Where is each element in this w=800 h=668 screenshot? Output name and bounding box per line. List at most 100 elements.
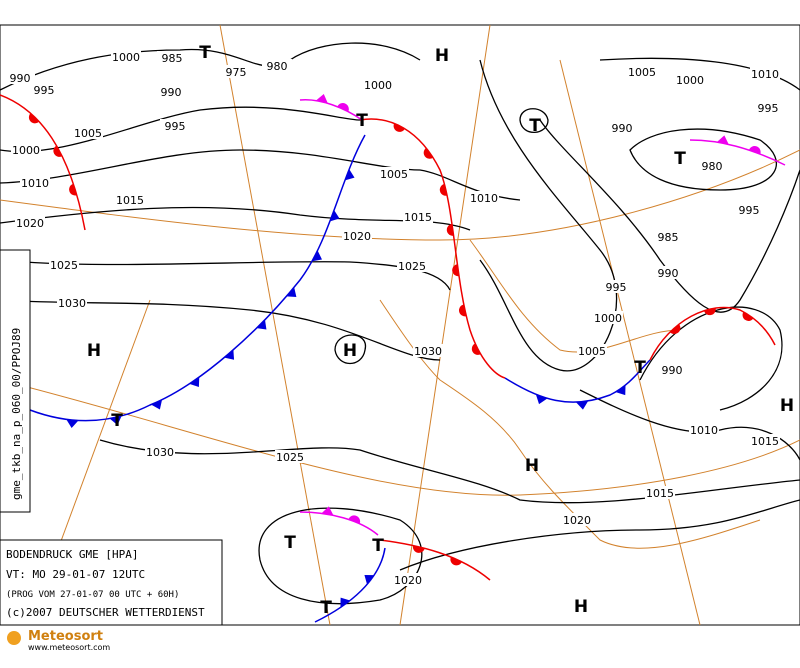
label-background	[275, 450, 305, 463]
isobar-label: 995	[739, 204, 760, 217]
warm-symbol	[69, 183, 77, 196]
front-symbol	[615, 385, 626, 396]
front-symbol	[439, 183, 448, 196]
label-background	[689, 423, 719, 436]
isobar-label: 980	[267, 60, 288, 73]
front-symbol	[423, 147, 434, 159]
front-symbol	[576, 401, 589, 410]
meridian	[399, 24, 491, 626]
warm-symbol	[459, 304, 467, 317]
isobar-label: 1005	[380, 168, 408, 181]
cold-symbol	[364, 574, 375, 585]
isobar-label: 990	[662, 364, 683, 377]
front-symbol	[28, 113, 40, 124]
map-frame	[0, 24, 800, 626]
occluded-symbol	[716, 135, 729, 145]
front-symbol	[151, 399, 163, 410]
isobar-label: 1005	[578, 345, 606, 358]
isobar-label: 1000	[112, 51, 140, 64]
parallel	[0, 149, 800, 241]
isobar-label: 1025	[398, 260, 426, 273]
cold-symbol	[615, 385, 626, 396]
coastline	[379, 299, 761, 549]
isobar	[258, 507, 423, 605]
isobar-label: 1010	[690, 424, 718, 437]
isobar-label: 1030	[146, 446, 174, 459]
isobar-label: 985	[162, 52, 183, 65]
front-symbol	[69, 183, 77, 196]
warm-symbol	[669, 324, 681, 334]
front-symbol	[450, 556, 462, 566]
meridian	[559, 59, 701, 626]
warm-symbol	[393, 123, 405, 132]
pressure-center: T	[356, 111, 368, 131]
isobar-label: 1000	[12, 144, 40, 157]
front-symbol	[344, 169, 355, 181]
meridian	[219, 24, 331, 626]
label-background	[262, 59, 292, 72]
isobar	[399, 499, 800, 571]
cold-symbol	[344, 169, 355, 181]
isobar-label: 990	[658, 267, 679, 280]
label-background	[160, 119, 190, 132]
isobar-label: 1000	[594, 312, 622, 325]
logo-name: Meteosort	[28, 629, 103, 644]
isobar	[599, 57, 800, 91]
label-background	[403, 210, 433, 223]
front-symbol	[669, 324, 681, 334]
isobar-label: 980	[702, 160, 723, 173]
pressure-center: H	[87, 341, 101, 361]
label-background	[15, 216, 45, 229]
label-background	[601, 280, 631, 293]
occluded-symbol	[348, 515, 361, 524]
cold-symbol	[109, 416, 122, 426]
front-line	[314, 547, 386, 623]
front-symbol	[321, 506, 334, 516]
isobar-label: 995	[165, 120, 186, 133]
isobar-label: 990	[10, 72, 31, 85]
cold-symbol	[576, 401, 589, 410]
front-symbol	[703, 307, 716, 316]
front-symbol	[316, 94, 328, 104]
front-symbol	[337, 103, 349, 112]
warm-symbol	[28, 113, 40, 124]
front-symbol	[66, 419, 79, 429]
pressure-center: T	[111, 411, 123, 431]
logo-icon	[7, 631, 21, 645]
front-symbol	[446, 223, 454, 236]
label-background	[734, 203, 764, 216]
cold-symbol	[312, 250, 322, 262]
isobar-label: 1015	[646, 487, 674, 500]
label-background	[115, 193, 145, 206]
label-background	[379, 167, 409, 180]
label-background	[20, 176, 50, 189]
isobar-label: 1005	[628, 66, 656, 79]
logo-url: www.meteosort.com	[28, 643, 110, 652]
label-background	[11, 143, 41, 156]
isobar-label: 1005	[74, 127, 102, 140]
info-line: (c)2007 DEUTSCHER WETTERDIENST	[6, 606, 205, 619]
isobar-label: 1010	[470, 192, 498, 205]
parallel	[0, 379, 800, 496]
front-symbol	[53, 145, 63, 157]
label-background	[342, 229, 372, 242]
label-background	[145, 445, 175, 458]
isobar-label: 1020	[16, 217, 44, 230]
pressure-center: T	[674, 149, 686, 169]
warm-symbol	[450, 556, 462, 566]
front-symbol	[224, 349, 235, 360]
isobar-label: 1025	[50, 259, 78, 272]
label-background	[562, 513, 592, 526]
front-symbol	[742, 311, 754, 321]
label-background	[5, 71, 35, 84]
warm-symbol	[703, 307, 716, 316]
graticule	[0, 24, 800, 626]
label-background	[393, 573, 423, 586]
label-background	[607, 121, 637, 134]
isobar-label: 1015	[404, 211, 432, 224]
label-background	[363, 78, 393, 91]
front-symbol	[364, 574, 375, 585]
front-symbol	[471, 343, 481, 355]
label-background	[73, 126, 103, 139]
